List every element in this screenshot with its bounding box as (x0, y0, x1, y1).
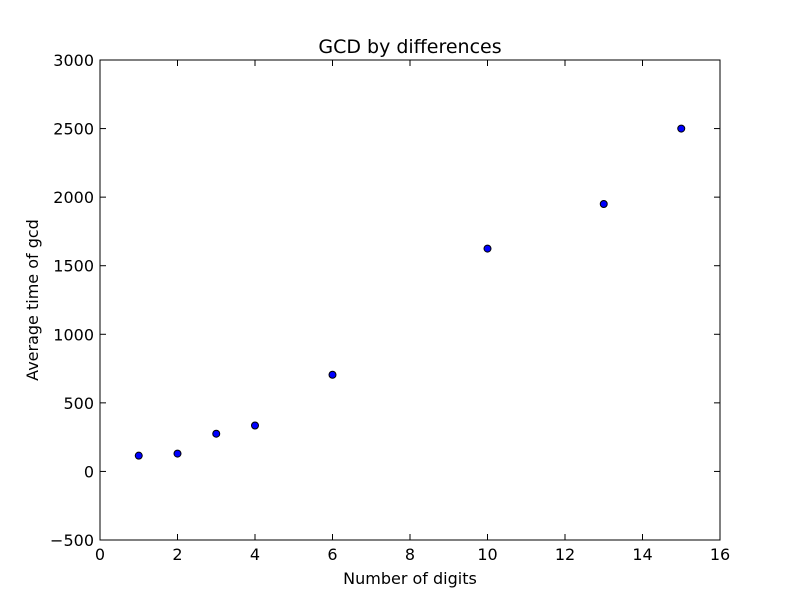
y-tick-label: 2000 (53, 188, 94, 207)
y-axis-label: Average time of gcd (23, 219, 42, 381)
y-tick-label: −500 (50, 531, 94, 550)
y-tick-label: 3000 (53, 51, 94, 70)
data-point (677, 124, 686, 133)
y-tick-label: 1500 (53, 257, 94, 276)
x-tick-label: 8 (405, 545, 415, 564)
x-tick-label: 0 (95, 545, 105, 564)
data-point (599, 200, 608, 208)
data-point (251, 421, 259, 430)
x-tick-label: 16 (710, 545, 730, 564)
x-tick-label: 2 (172, 545, 182, 564)
x-tick-label: 14 (632, 545, 652, 564)
plot-area-frame (99, 59, 721, 541)
y-tick-label: 2500 (53, 120, 94, 139)
x-tick-label: 10 (477, 545, 497, 564)
y-tick-label: 0 (84, 462, 94, 481)
y-tick-label: 500 (63, 394, 94, 413)
x-tick-label: 6 (327, 545, 337, 564)
data-point (328, 370, 337, 379)
y-tick-label: 1000 (53, 325, 94, 344)
x-tick-label: 12 (555, 545, 575, 564)
data-point (173, 449, 182, 458)
x-tick-label: 4 (250, 545, 260, 564)
data-point (483, 244, 492, 253)
data-point (212, 429, 221, 438)
data-point (134, 451, 143, 460)
scatter-points (134, 124, 686, 460)
x-axis-label: Number of digits (343, 569, 477, 588)
chart-title: GCD by differences (318, 36, 501, 58)
